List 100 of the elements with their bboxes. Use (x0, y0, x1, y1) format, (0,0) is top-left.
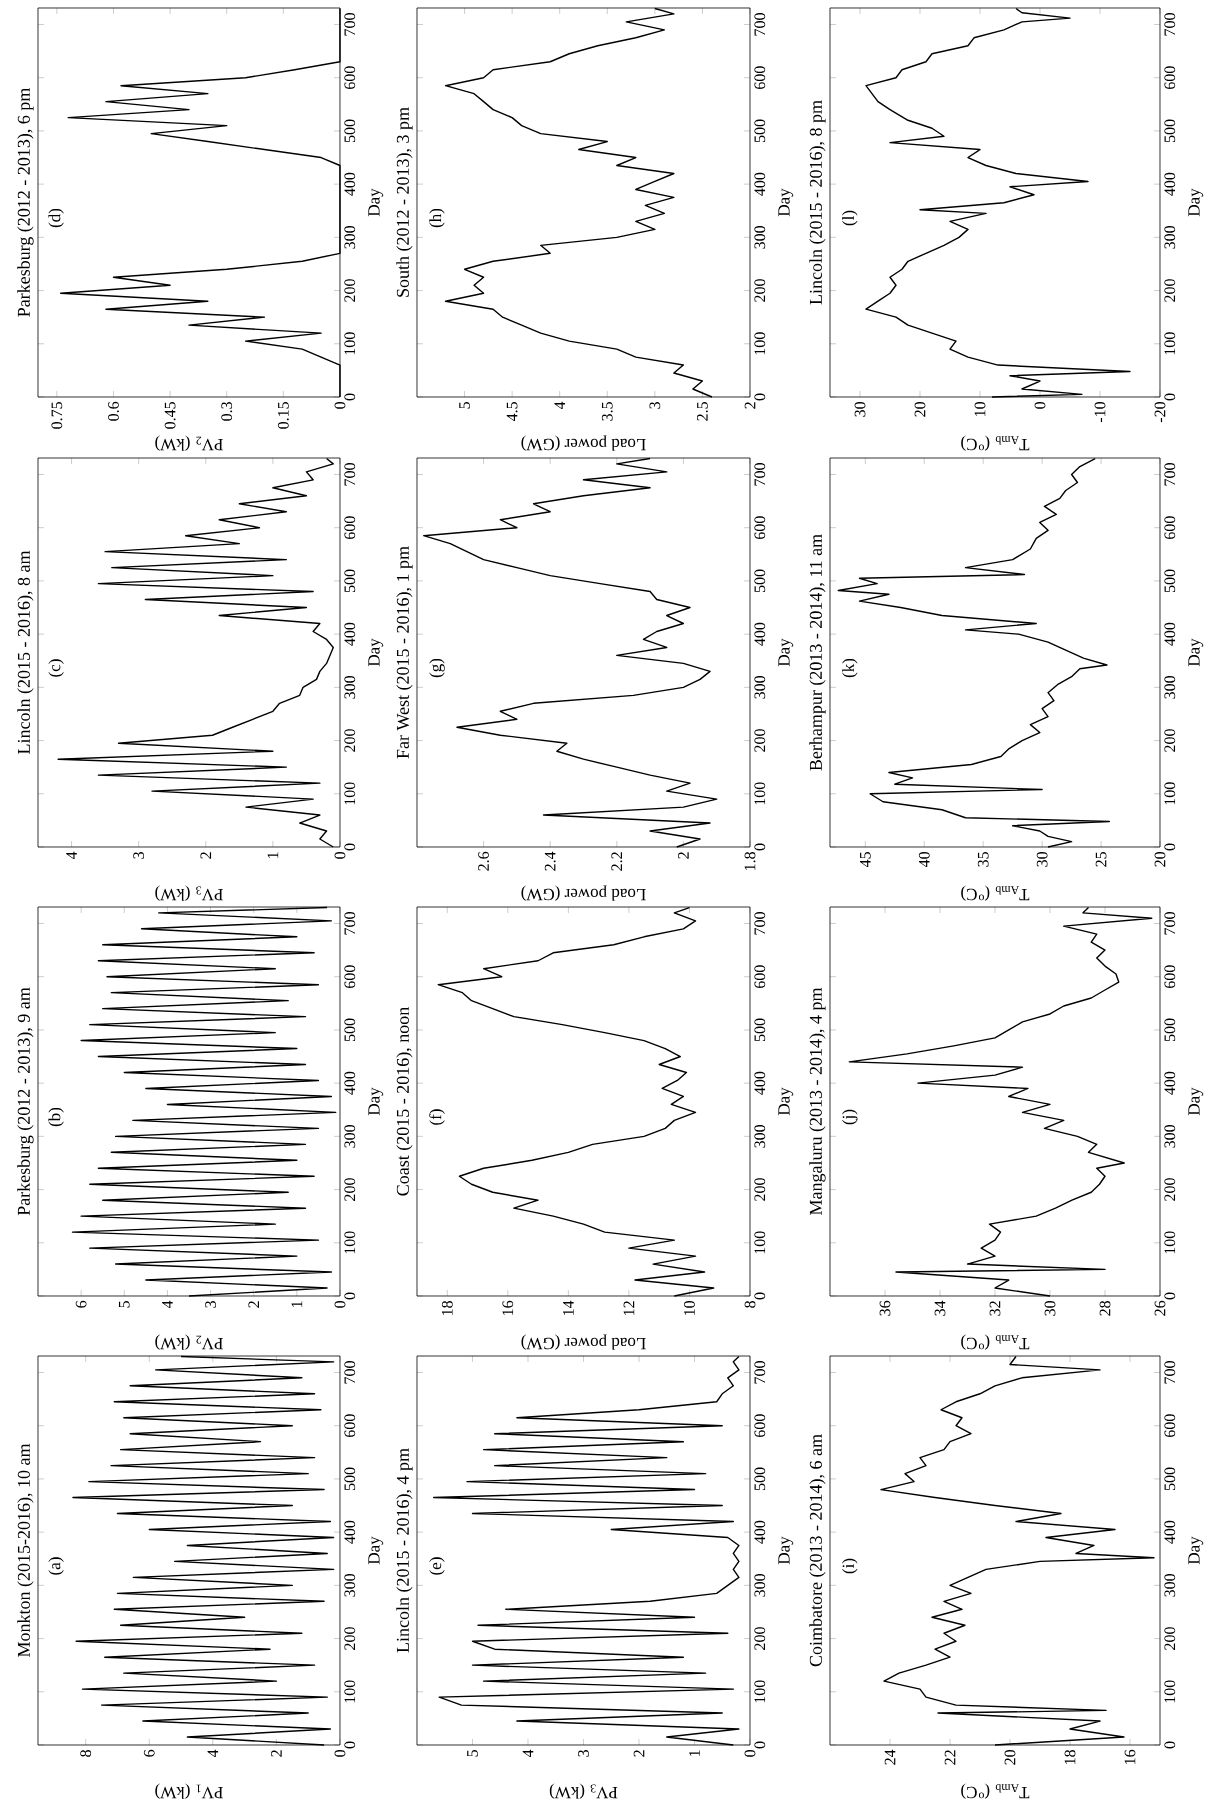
y-tick-label: 0 (344, 1292, 356, 1300)
y-tick-label: 300 (344, 1573, 356, 1597)
x-tick-label: 26 (1154, 1300, 1166, 1316)
y-tick-label: 300 (344, 225, 356, 249)
x-tick-label: 0.45 (164, 402, 176, 429)
text: Berhampur (2013 - 2014), 11 am (809, 534, 826, 771)
x-tick-label: 32 (989, 1301, 1001, 1316)
y-tick-label: 500 (754, 569, 766, 592)
annotation: (g) (429, 658, 445, 678)
y-tick-label: 700 (344, 463, 356, 486)
annotation: (c) (48, 659, 64, 677)
text: Coast (2015 - 2016), noon (396, 1007, 413, 1196)
x-tick-label: 2 (271, 1750, 282, 1757)
y-tick-label: 300 (1164, 1124, 1176, 1148)
y-tick-label: 400 (1164, 1071, 1176, 1095)
y-tick-label: 700 (754, 1361, 766, 1384)
y-tick-label: 300 (344, 675, 356, 699)
y-tick-label: 400 (1164, 1520, 1176, 1544)
y-tick-label: 500 (1164, 569, 1176, 592)
y-tick-label: 500 (1164, 119, 1176, 142)
y-tick-label: 300 (754, 225, 766, 249)
y-tick-label: 100 (344, 782, 356, 805)
x-tick-label: 5 (118, 1301, 130, 1308)
y-axis-title: Day (368, 638, 384, 667)
y-tick-label: 500 (754, 1467, 766, 1490)
annotation: (k) (842, 658, 858, 678)
x-tick-label: 4 (522, 1749, 534, 1758)
y-tick-label: 200 (1164, 279, 1176, 302)
x-tick-label: -10 (1094, 401, 1106, 423)
y-tick-label: 500 (344, 569, 356, 592)
y-axis-title: Day (368, 1087, 384, 1116)
y-tick-label: 400 (754, 1520, 766, 1544)
y-tick-label: 600 (344, 1414, 356, 1438)
y-tick-label: 300 (1164, 1573, 1176, 1597)
x-tick-label: 22 (944, 1750, 956, 1765)
y-tick-label: 300 (1164, 675, 1176, 699)
x-tick-label: 10 (684, 1300, 695, 1315)
x-axis-title: T$_{Amb}$ ($^{o}$C) (961, 1334, 1030, 1350)
x-tick-label: 40 (918, 851, 930, 868)
x-tick-label: 18 (441, 1300, 453, 1315)
x-tick-label: 0 (744, 1749, 756, 1757)
y-tick-label: 600 (754, 516, 766, 540)
x-tick-label: 0 (334, 1300, 346, 1308)
x-tick-label: 8 (744, 1300, 756, 1308)
x-tick-label: 3 (205, 1301, 216, 1308)
y-tick-label: 600 (754, 1414, 766, 1438)
x-tick-label: 25 (1095, 852, 1107, 867)
x-tick-label: 30 (1044, 1300, 1056, 1316)
y-tick-label: 600 (344, 516, 356, 540)
y-tick-label: 0 (1164, 1741, 1176, 1749)
x-tick-label: 0 (1034, 401, 1046, 409)
y-axis-title: Day (1188, 638, 1204, 667)
y-tick-label: 700 (754, 463, 766, 486)
y-tick-label: 100 (754, 1231, 766, 1254)
y-tick-label: 100 (344, 1680, 356, 1703)
y-tick-label: 0 (754, 393, 766, 401)
x-tick-label: 36 (879, 1300, 891, 1316)
x-axis-title: T$_{Amb}$ ($^{o}$C) (961, 885, 1030, 901)
x-tick-label: 4 (162, 1300, 173, 1309)
x-tick-label: 4.5 (506, 402, 518, 422)
y-axis-title: Day (778, 188, 794, 217)
x-tick-label: 2.5 (697, 402, 708, 421)
y-tick-label: 0 (754, 843, 766, 851)
text: Parkesburg (2012 - 2013), 6 pm (17, 87, 34, 317)
text: Parkesburg (2012 - 2013), 9 am (17, 987, 34, 1216)
x-tick-label: 1 (689, 1750, 700, 1756)
x-tick-label: 20 (1004, 1749, 1016, 1765)
annotation: (b) (48, 1107, 64, 1127)
x-tick-label: 35 (977, 852, 989, 867)
y-tick-label: 700 (344, 1361, 356, 1384)
x-tick-label: 1.8 (744, 851, 756, 870)
y-tick-label: 500 (754, 119, 766, 142)
x-tick-label: 3.5 (601, 402, 613, 421)
x-tick-label: 3 (649, 402, 661, 409)
y-tick-label: 200 (754, 279, 766, 302)
y-axis-title: Day (778, 638, 794, 667)
x-tick-label: 0.15 (277, 402, 289, 429)
y-tick-label: 300 (754, 675, 766, 699)
y-tick-label: 200 (1164, 729, 1176, 752)
x-tick-label: 20 (914, 401, 926, 417)
y-tick-label: 400 (754, 622, 766, 646)
x-tick-label: 12 (623, 1301, 635, 1315)
annotation: (a) (48, 1557, 64, 1575)
x-tick-label: 18 (1064, 1749, 1076, 1764)
y-axis-title: Day (368, 1536, 384, 1565)
y-tick-label: 500 (1164, 1467, 1176, 1490)
y-tick-label: 700 (754, 912, 766, 935)
x-tick-label: 8 (80, 1749, 92, 1757)
y-tick-label: 500 (344, 1018, 356, 1041)
text: Far West (2015 - 2016), 1 pm (396, 546, 413, 759)
y-tick-label: 400 (754, 172, 766, 196)
y-tick-label: 500 (344, 119, 356, 142)
y-tick-label: 400 (344, 1520, 356, 1544)
y-tick-label: 100 (1164, 1231, 1176, 1254)
y-tick-label: 200 (1164, 1627, 1176, 1650)
x-axis-title: Load power (GW) (521, 1334, 646, 1350)
y-tick-label: 400 (344, 1071, 356, 1095)
y-tick-label: 0 (754, 1741, 766, 1749)
x-tick-label: 2 (633, 1750, 645, 1757)
y-tick-label: 600 (1164, 1414, 1176, 1438)
